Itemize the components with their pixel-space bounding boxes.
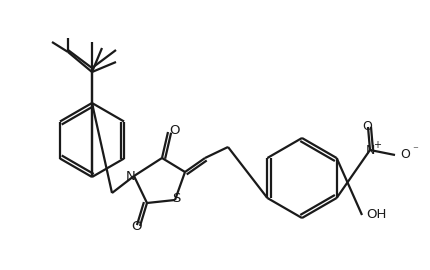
Text: O: O <box>169 124 179 137</box>
Text: N: N <box>366 143 375 157</box>
Text: O: O <box>400 148 410 161</box>
Text: OH: OH <box>366 208 386 221</box>
Text: S: S <box>172 193 180 205</box>
Text: +: + <box>373 140 381 150</box>
Text: O: O <box>132 221 142 234</box>
Text: N: N <box>126 170 136 183</box>
Text: O: O <box>362 120 372 133</box>
Text: ⁻: ⁻ <box>412 145 418 155</box>
